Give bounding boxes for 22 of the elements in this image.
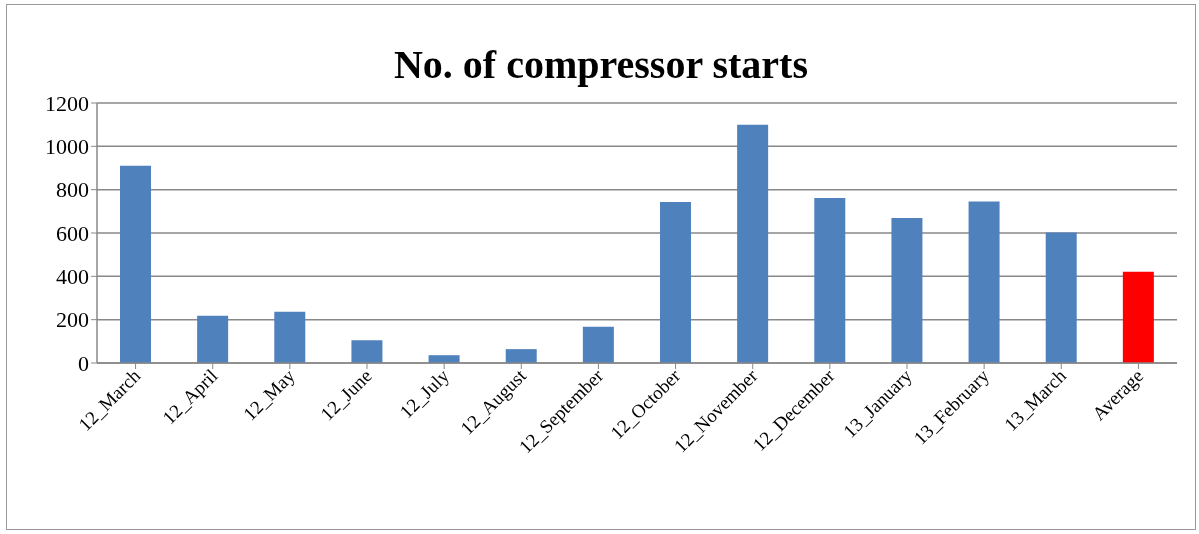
y-tick-label: 400: [56, 264, 89, 290]
y-tick-label: 1200: [45, 90, 89, 116]
bar: [582, 326, 614, 363]
bar: [1045, 232, 1077, 363]
y-tick-label: 200: [56, 307, 89, 333]
y-tick-label: 600: [56, 220, 89, 246]
bar: [274, 311, 306, 363]
y-tick-label: 800: [56, 177, 89, 203]
bar: [197, 315, 229, 363]
bar: [891, 218, 923, 363]
bar: [120, 165, 151, 363]
bar: [814, 198, 846, 363]
y-tick-label: 1000: [45, 134, 89, 160]
bar: [660, 202, 691, 363]
bar: [428, 355, 460, 363]
bar: [968, 201, 1000, 363]
bar: [1122, 271, 1154, 363]
bar: [505, 349, 537, 363]
y-tick-label: 0: [78, 350, 89, 376]
bar: [737, 124, 769, 363]
chart-title: No. of compressor starts: [393, 42, 808, 87]
bar: [351, 340, 383, 363]
